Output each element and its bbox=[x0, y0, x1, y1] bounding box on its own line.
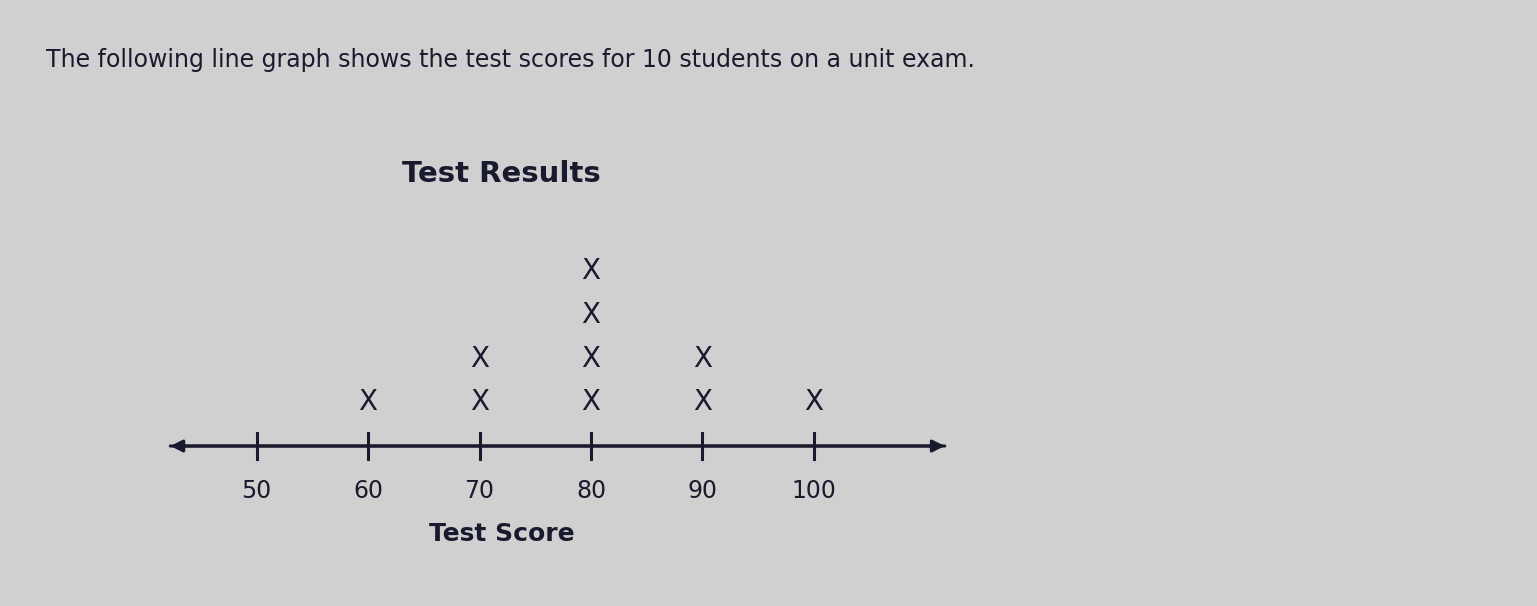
Text: X: X bbox=[358, 388, 378, 416]
Text: X: X bbox=[693, 345, 712, 373]
Text: X: X bbox=[470, 388, 489, 416]
Text: X: X bbox=[470, 345, 489, 373]
Text: 80: 80 bbox=[576, 479, 606, 503]
Text: X: X bbox=[581, 258, 601, 285]
Text: The following line graph shows the test scores for 10 students on a unit exam.: The following line graph shows the test … bbox=[46, 48, 974, 73]
Text: X: X bbox=[581, 345, 601, 373]
Text: 90: 90 bbox=[687, 479, 718, 503]
Text: 50: 50 bbox=[241, 479, 272, 503]
Text: 100: 100 bbox=[792, 479, 836, 503]
Text: X: X bbox=[581, 301, 601, 329]
Text: Test Score: Test Score bbox=[429, 522, 575, 547]
Text: 60: 60 bbox=[354, 479, 383, 503]
Text: Test Results: Test Results bbox=[403, 160, 601, 188]
Text: 70: 70 bbox=[464, 479, 495, 503]
Text: X: X bbox=[581, 388, 601, 416]
Text: X: X bbox=[804, 388, 824, 416]
Text: X: X bbox=[693, 388, 712, 416]
